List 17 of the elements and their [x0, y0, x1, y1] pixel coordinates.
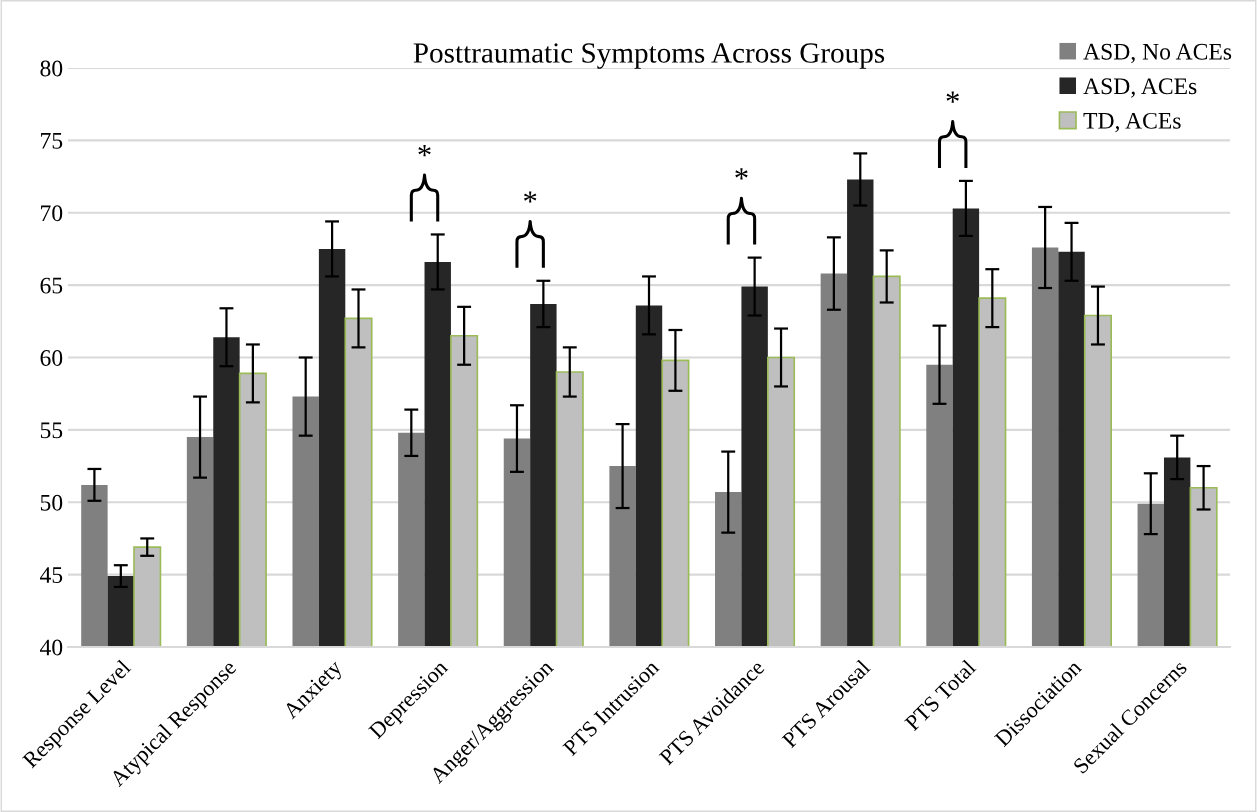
y-tick-label: 40 — [39, 639, 63, 656]
legend-label: TD, ACEs — [1083, 112, 1181, 133]
chart-title: Posttraumatic Symptoms Across Groups — [413, 43, 885, 69]
annotation: * — [524, 191, 537, 203]
legend-label: ASD, No ACEs — [1083, 43, 1232, 64]
annotation: * — [946, 91, 959, 103]
y-tick-label: 80 — [40, 60, 63, 77]
y-tick-label: 65 — [40, 277, 63, 294]
y-tick-label: 55 — [40, 422, 63, 439]
y-tick-label: 50 — [40, 494, 63, 511]
annotation: * — [418, 145, 431, 157]
y-tick-label: 70 — [41, 205, 63, 222]
y-tick-label: 45 — [39, 567, 63, 584]
legend-label: ASD, ACEs — [1083, 78, 1197, 98]
y-tick-label: 60 — [40, 349, 63, 366]
annotation: * — [735, 168, 748, 180]
y-tick-label: 75 — [41, 133, 63, 149]
